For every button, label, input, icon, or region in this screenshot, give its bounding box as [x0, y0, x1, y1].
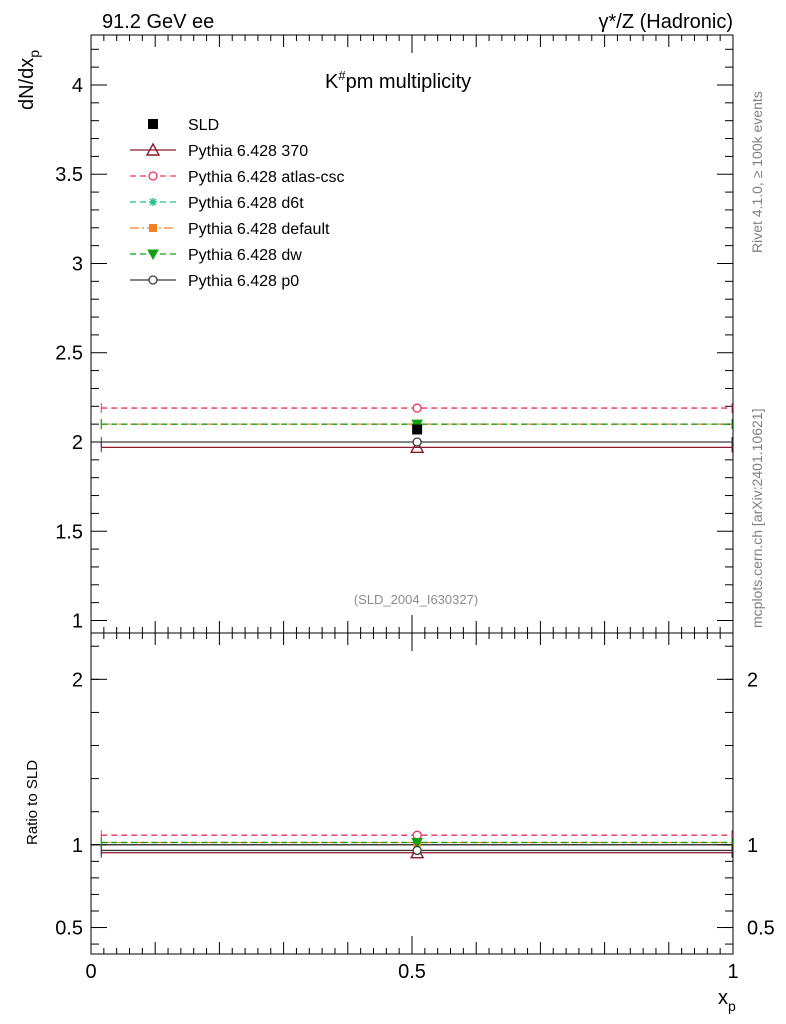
side-label-rivet: Rivet 4.1.0, ≥ 100k events	[749, 91, 765, 253]
ratio-y-tick-label: 2	[72, 669, 83, 691]
main-y-tick-label: 1	[72, 611, 83, 633]
legend-marker-4	[147, 249, 159, 261]
legend-marker-2-arm	[149, 198, 157, 206]
series-marker-1	[412, 403, 422, 413]
ratio-marker-5	[412, 845, 422, 856]
legend-label-3: Pythia 6.428 default	[188, 221, 330, 238]
x-tick-label: 0.5	[398, 961, 426, 983]
legend-marker-5	[148, 275, 158, 285]
ratio-series-group	[91, 830, 733, 859]
series-marker-0	[409, 439, 425, 454]
ratio-marker-4	[411, 837, 423, 849]
main-y-ticks: 1 1.5 2 2.5 3 3.5 4	[55, 48, 733, 633]
chart-title: K#pm multiplicity	[325, 68, 471, 93]
ratio-y-tick-label-right: 2	[747, 669, 758, 691]
header-energy-label: 91.2 GeV ee	[102, 11, 214, 33]
x-tick-label: 0	[85, 961, 96, 983]
main-y-tick-label: 2.5	[55, 343, 83, 365]
legend-marker-3	[149, 224, 157, 232]
y-axis-label: dN/dxp	[16, 50, 42, 110]
legend-label-2: Pythia 6.428 d6t	[188, 195, 304, 212]
x-axis-label: xp	[718, 987, 736, 1014]
ratio-y-tick-label-right: 0.5	[747, 918, 775, 940]
y-axis-label-sub: p	[26, 50, 42, 58]
main-y-tick-label: 2	[72, 432, 83, 454]
x-ticks: 0 0.5 1	[85, 35, 739, 983]
main-y-tick-label: 3	[72, 253, 83, 275]
legend-marker-1	[148, 171, 158, 181]
ratio-y-tick-label: 0.5	[55, 918, 83, 940]
analysis-annotation: (SLD_2004_I630327)	[354, 592, 478, 607]
legend-label-5: Pythia 6.428 p0	[188, 273, 299, 290]
series-marker-5	[412, 437, 422, 447]
legend-label-0: Pythia 6.428 370	[188, 143, 308, 160]
legend-marker-2	[149, 198, 157, 206]
ratio-y-axis-label: Ratio to SLD	[24, 760, 41, 845]
x-axis-label-sub: p	[728, 998, 736, 1014]
data-point-sld	[412, 424, 423, 435]
main-y-tick-label: 4	[72, 75, 83, 97]
ratio-y-ticks: 0.5 0.5 1 1 2 2	[55, 645, 775, 945]
legend-label-1: Pythia 6.428 atlas-csc	[188, 169, 345, 186]
x-axis-label-main: x	[718, 987, 728, 1009]
ratio-y-tick-label-right: 1	[747, 835, 758, 857]
main-series-group	[100, 403, 733, 454]
x-tick-label: 1	[727, 961, 738, 983]
legend-label-4: Pythia 6.428 dw	[188, 247, 302, 264]
main-y-tick-label: 3.5	[55, 164, 83, 186]
ratio-plot-frame	[90, 632, 734, 955]
ratio-y-tick-label: 1	[72, 835, 83, 857]
y-axis-label-main: dN/dx	[16, 58, 38, 110]
main-y-tick-label: 1.5	[55, 521, 83, 543]
legend-marker-0	[145, 142, 161, 156]
title-main: K	[325, 71, 339, 93]
header-process-label: γ*/Z (Hadronic)	[599, 11, 733, 33]
legend: SLD Pythia 6.428 370 Pythia 6.428 atlas-cs…	[130, 117, 345, 290]
title-rest: pm multiplicity	[346, 71, 472, 93]
title-sup: #	[338, 68, 346, 83]
legend-marker-sld	[148, 119, 158, 129]
legend-label-sld: SLD	[188, 117, 219, 134]
side-label-mcplots: mcplots.cern.ch [arXiv:2401.10621]	[749, 409, 765, 628]
